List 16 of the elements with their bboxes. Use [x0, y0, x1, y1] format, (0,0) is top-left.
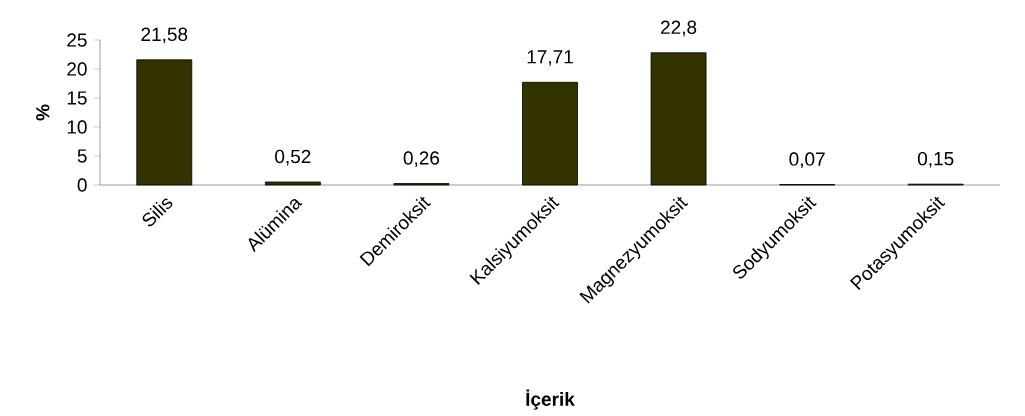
y-tick-label: 20: [67, 62, 87, 76]
y-axis-title: %: [36, 104, 50, 121]
data-label: 0,26: [403, 151, 440, 167]
data-label: 0,15: [917, 151, 954, 168]
data-label: 0,07: [789, 152, 825, 169]
y-tick-label: 25: [67, 33, 87, 47]
x-axis-title: İçerik: [526, 389, 575, 410]
y-tick-label: 15: [67, 91, 87, 105]
data-label: 21,58: [141, 27, 188, 44]
data-label: 22,8: [661, 20, 697, 37]
y-tick-label: 5: [77, 149, 87, 163]
y-tick-label: 0: [77, 178, 87, 192]
y-tick-label: 10: [67, 120, 87, 134]
x-tick-label: Silis: [142, 198, 173, 227]
data-label: 17,71: [527, 50, 573, 66]
data-label: 0,52: [275, 149, 311, 166]
